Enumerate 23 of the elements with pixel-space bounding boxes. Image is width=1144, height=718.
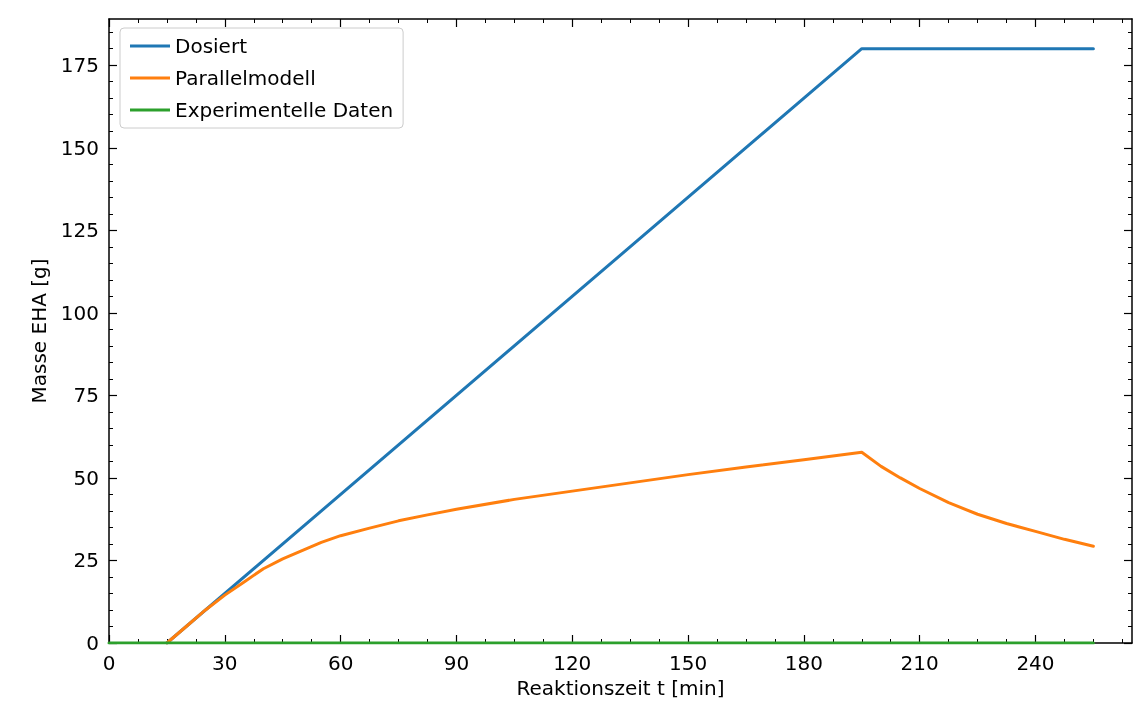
legend-label: Parallelmodell (175, 66, 316, 90)
y-tick-label: 25 (73, 548, 99, 573)
x-tick-label: 150 (668, 651, 708, 675)
line-series (165, 450, 1095, 645)
y-tick-label: 75 (73, 383, 99, 408)
x-tick-label: 0 (102, 651, 116, 675)
y-tick-label: 175 (60, 53, 99, 78)
x-tick-label: 180 (784, 651, 823, 675)
x-tick-label: 240 (1016, 651, 1055, 675)
x-tick-label: 120 (553, 651, 592, 675)
x-tick-label: 90 (443, 651, 470, 675)
x-axis-title: Reaktionszeit t [min] (516, 675, 725, 700)
y-tick-label: 50 (73, 465, 99, 490)
legend-label: Dosiert (175, 34, 248, 58)
legend-label: Experimentelle Daten (175, 98, 394, 122)
y-tick-label: 150 (60, 135, 99, 160)
x-tick-label: 210 (900, 651, 939, 675)
y-axis-title: Masse EHA [g] (27, 258, 51, 404)
y-tick-label: 125 (60, 218, 99, 243)
x-tick-label: 60 (327, 651, 354, 675)
y-tick-label: 0 (86, 631, 99, 655)
x-tick-label: 30 (212, 651, 238, 675)
y-tick-label: 100 (60, 300, 99, 325)
